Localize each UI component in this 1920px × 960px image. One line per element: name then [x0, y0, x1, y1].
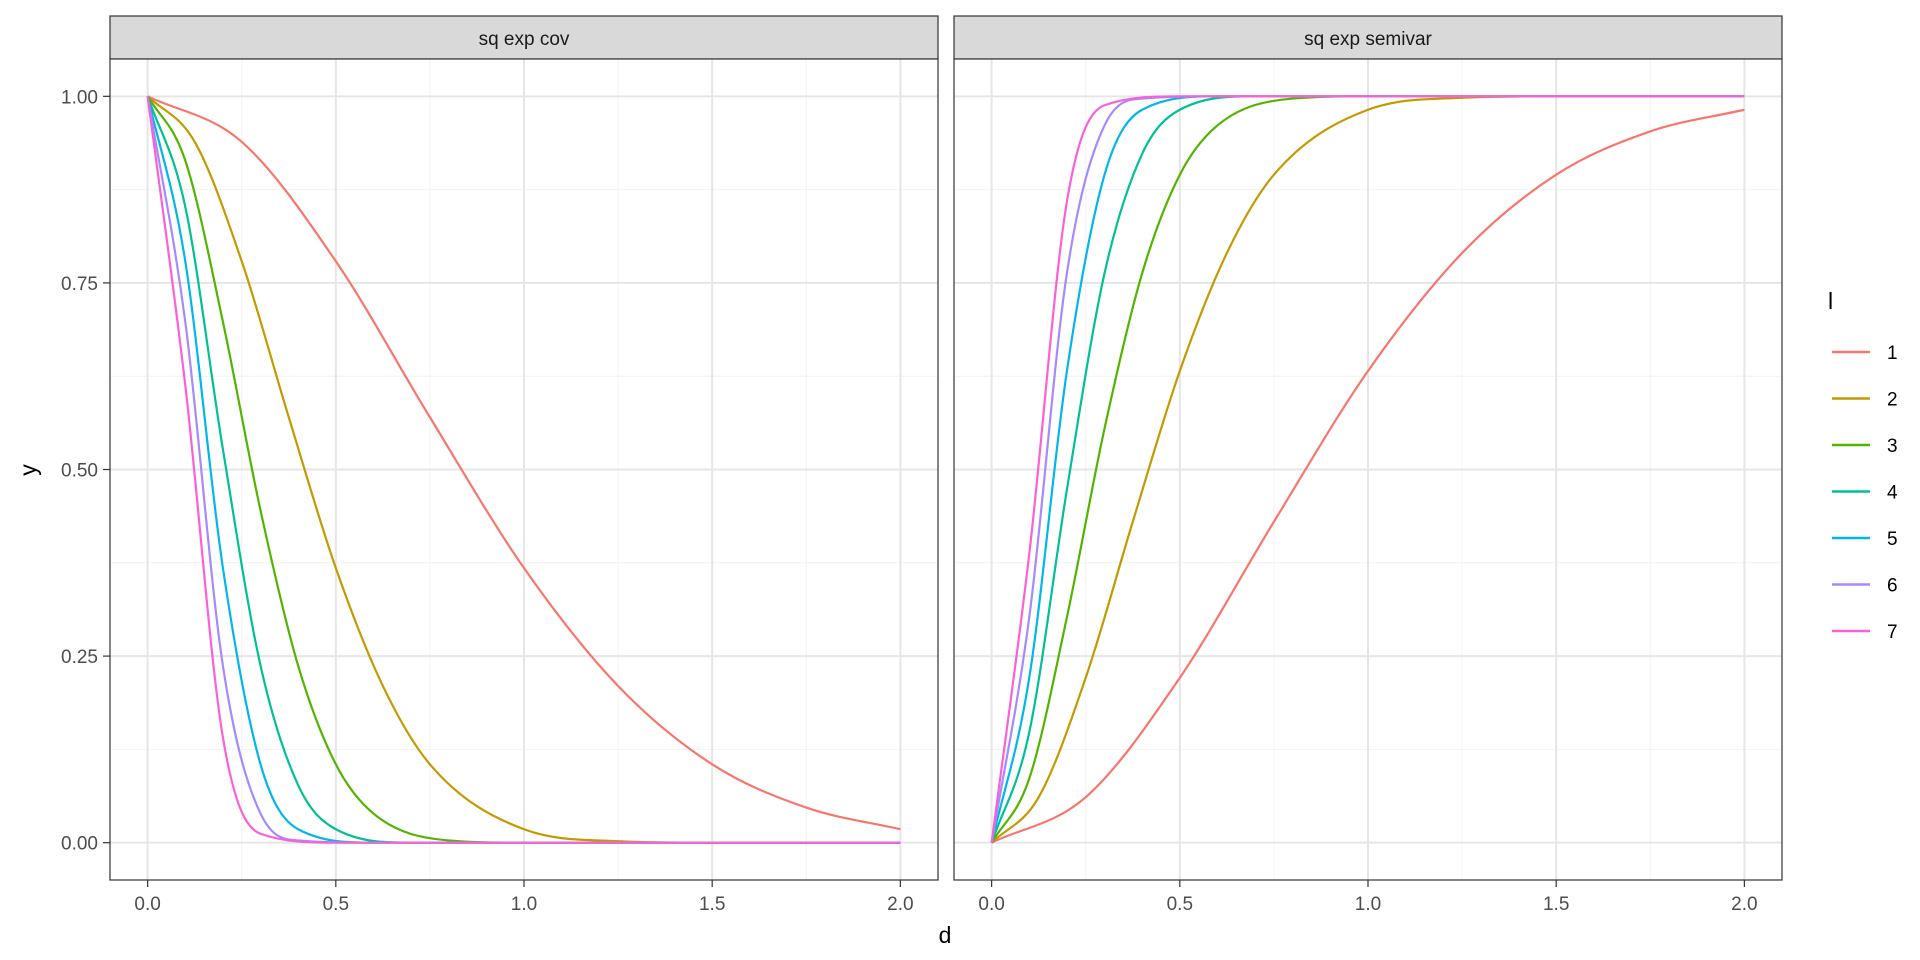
legend-item-3: 3 [1832, 436, 1898, 457]
y-tick-label: 0.75 [61, 274, 98, 295]
legend-title: l [1828, 288, 1833, 314]
legend-label: 4 [1887, 483, 1898, 504]
series-line-l1 [991, 108, 1745, 844]
series-line-l1 [147, 95, 901, 831]
y-tick-label: 1.00 [61, 87, 98, 108]
strip-background [953, 15, 1783, 60]
series-line-l7 [990, 95, 1745, 843]
legend-item-4: 4 [1832, 483, 1898, 504]
x-axis-title: d [939, 922, 952, 948]
x-tick-label: 1.0 [1355, 894, 1381, 915]
panel-sq-exp-cov: sq exp cov 0.0 0.5 1.0 1.5 2.0 [109, 15, 939, 915]
x-tick-label: 0.5 [1167, 894, 1193, 915]
x-axis-ticks: 0.0 0.5 1.0 1.5 2.0 [134, 880, 914, 915]
legend-item-6: 6 [1832, 576, 1898, 597]
panel-title: sq exp semivar [1304, 29, 1432, 50]
legend-label: 5 [1887, 529, 1898, 550]
x-tick-label: 2.0 [887, 894, 913, 915]
legend-item-1: 1 [1832, 343, 1898, 364]
panel-sq-exp-semivar: sq exp semivar 0.0 0.5 1.0 1.5 2.0 [953, 15, 1783, 915]
x-tick-label: 0.0 [978, 894, 1004, 915]
x-tick-label: 1.0 [511, 894, 537, 915]
x-tick-label: 0.0 [134, 894, 160, 915]
y-tick-label: 0.50 [61, 461, 98, 482]
legend-label: 2 [1887, 390, 1898, 411]
x-axis-ticks: 0.0 0.5 1.0 1.5 2.0 [978, 880, 1758, 915]
legend-label: 3 [1887, 436, 1898, 457]
y-axis-ticks: 0.00 0.25 0.50 0.75 1.00 [61, 87, 110, 855]
y-axis-title: y [15, 464, 41, 476]
series-lines [146, 95, 901, 844]
x-tick-label: 1.5 [699, 894, 725, 915]
legend-entries: 1 2 3 4 5 6 7 [1832, 343, 1898, 643]
strip-background [109, 15, 939, 60]
legend-label: 6 [1887, 576, 1898, 597]
legend-item-5: 5 [1832, 529, 1898, 550]
x-tick-label: 0.5 [323, 894, 349, 915]
panel-title: sq exp cov [479, 29, 570, 50]
x-tick-label: 1.5 [1543, 894, 1569, 915]
series-line-l7 [146, 96, 901, 844]
gridlines [110, 59, 938, 880]
legend-item-7: 7 [1832, 622, 1898, 643]
series-lines [990, 95, 1745, 844]
legend-label: 7 [1887, 622, 1898, 643]
legend-label: 1 [1887, 343, 1898, 364]
legend-item-2: 2 [1832, 390, 1898, 411]
legend: l 1 2 3 4 5 6 7 [1828, 288, 1898, 643]
y-tick-label: 0.00 [61, 834, 98, 855]
x-tick-label: 2.0 [1731, 894, 1757, 915]
y-tick-label: 0.25 [61, 647, 98, 668]
